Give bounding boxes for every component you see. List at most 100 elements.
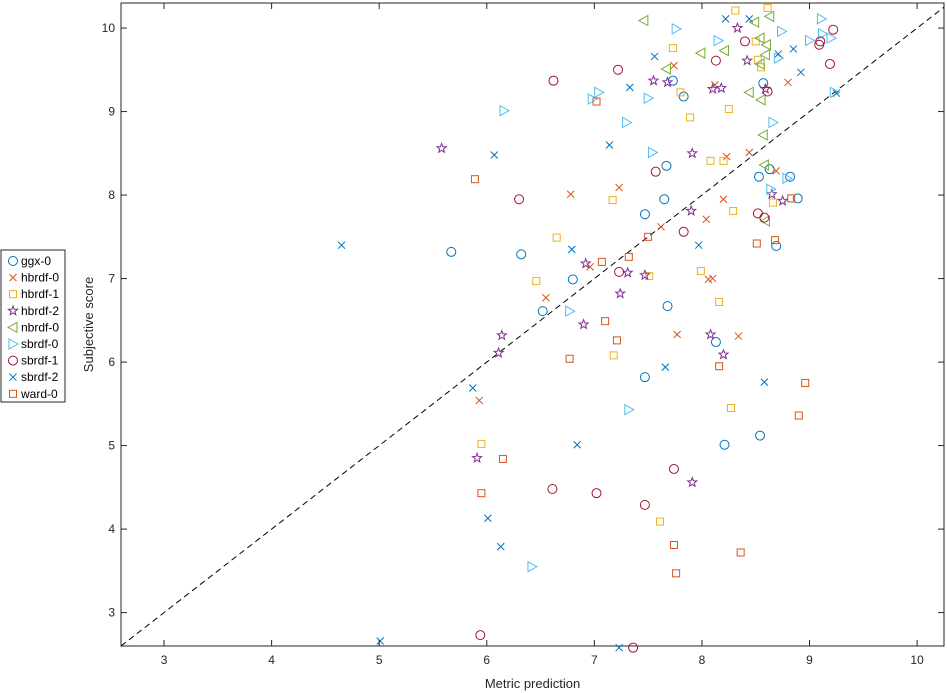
legend-marker-hbrdf-0 xyxy=(9,273,17,282)
data-point-ward-0 xyxy=(612,336,621,345)
legend-marker-ward-0 xyxy=(9,389,17,398)
data-point-ward-0 xyxy=(624,252,633,261)
data-point-hbrdf-1 xyxy=(706,156,715,165)
data-point-sbrdf-2 xyxy=(490,151,499,159)
data-point-sbrdf-0 xyxy=(647,146,659,159)
data-point-hbrdf-2 xyxy=(731,21,744,34)
data-point-sbrdf-1 xyxy=(828,24,839,35)
y-tick-label: 3 xyxy=(108,606,115,620)
legend-label: hbrdf-1 xyxy=(21,287,59,301)
x-tick-label: 6 xyxy=(483,653,490,667)
data-point-hbrdf-0 xyxy=(615,183,623,192)
data-point-sbrdf-2 xyxy=(832,89,841,98)
data-point-hbrdf-2 xyxy=(717,348,730,360)
legend-marker-ggx-0 xyxy=(8,256,18,266)
series-hbrdf-0 xyxy=(475,61,792,405)
data-point-sbrdf-0 xyxy=(713,34,725,47)
data-point-hbrdf-0 xyxy=(708,274,717,283)
data-point-sbrdf-0 xyxy=(768,116,779,129)
data-point-ward-0 xyxy=(597,257,606,266)
x-axis-title: Metric prediction xyxy=(485,676,580,691)
series-ward-0 xyxy=(470,97,810,578)
data-point-hbrdf-2 xyxy=(661,76,674,88)
data-point-ward-0 xyxy=(736,548,745,557)
data-point-nbrdf-0 xyxy=(758,159,769,171)
data-point-hbrdf-2 xyxy=(579,257,592,269)
data-point-sbrdf-1 xyxy=(514,194,525,205)
series-hbrdf-1 xyxy=(477,4,777,526)
data-point-sbrdf-2 xyxy=(376,637,385,645)
data-point-sbrdf-1 xyxy=(613,64,624,75)
data-point-nbrdf-0 xyxy=(637,14,649,27)
data-point-hbrdf-2 xyxy=(706,82,719,95)
legend-item-sbrdf-0: sbrdf-0 xyxy=(8,337,59,351)
data-point-ggx-0 xyxy=(639,209,650,220)
y-tick-label: 10 xyxy=(102,21,116,35)
data-point-sbrdf-0 xyxy=(826,32,838,44)
data-point-ward-0 xyxy=(477,489,486,498)
data-point-hbrdf-0 xyxy=(722,152,731,161)
data-point-sbrdf-1 xyxy=(739,36,750,47)
data-point-hbrdf-1 xyxy=(757,63,766,72)
data-point-sbrdf-0 xyxy=(817,28,829,40)
data-point-ward-0 xyxy=(715,362,724,371)
data-point-hbrdf-1 xyxy=(532,277,541,286)
data-point-sbrdf-0 xyxy=(643,92,655,105)
data-point-hbrdf-1 xyxy=(645,272,654,281)
data-point-ward-0 xyxy=(672,569,681,578)
data-point-sbrdf-1 xyxy=(762,86,773,97)
data-point-hbrdf-2 xyxy=(685,204,698,216)
series-sbrdf-0 xyxy=(499,13,841,573)
data-point-hbrdf-1 xyxy=(696,267,705,276)
legend-marker-sbrdf-2 xyxy=(9,373,17,382)
data-point-sbrdf-2 xyxy=(484,514,492,523)
legend-label: nbrdf-0 xyxy=(21,320,59,334)
legend-item-nbrdf-0: nbrdf-0 xyxy=(6,320,59,334)
data-point-hbrdf-1 xyxy=(731,6,740,15)
data-point-sbrdf-2 xyxy=(789,45,798,53)
x-tick-label: 3 xyxy=(161,653,168,667)
data-point-nbrdf-0 xyxy=(760,38,771,51)
data-point-hbrdf-2 xyxy=(638,268,651,281)
data-point-nbrdf-0 xyxy=(660,63,671,75)
data-point-ggx-0 xyxy=(567,274,578,285)
series-sbrdf-1 xyxy=(475,24,839,653)
data-point-ggx-0 xyxy=(785,171,796,182)
y-tick-label: 4 xyxy=(108,522,115,536)
data-point-sbrdf-2 xyxy=(567,245,576,254)
y-tick-label: 9 xyxy=(108,105,115,119)
data-point-sbrdf-2 xyxy=(774,50,783,58)
data-point-sbrdf-1 xyxy=(628,642,639,653)
series-sbrdf-2 xyxy=(337,15,841,652)
data-point-sbrdf-2 xyxy=(694,241,703,250)
data-point-hbrdf-1 xyxy=(477,439,486,448)
data-point-sbrdf-1 xyxy=(548,75,559,86)
data-point-nbrdf-0 xyxy=(743,86,754,99)
data-point-hbrdf-2 xyxy=(471,451,484,464)
legend-marker-nbrdf-0 xyxy=(6,321,18,334)
data-point-sbrdf-2 xyxy=(760,378,769,386)
data-point-hbrdf-1 xyxy=(753,55,762,64)
data-point-ward-0 xyxy=(565,354,574,363)
reference-line-y-equals-x xyxy=(120,6,945,647)
data-point-hbrdf-0 xyxy=(784,78,792,87)
data-point-sbrdf-0 xyxy=(624,403,635,416)
data-point-sbrdf-1 xyxy=(815,36,826,47)
data-point-hbrdf-2 xyxy=(614,287,627,299)
data-point-hbrdf-1 xyxy=(715,297,724,306)
data-point-sbrdf-1 xyxy=(678,226,689,237)
data-point-hbrdf-1 xyxy=(719,156,728,165)
data-point-hbrdf-0 xyxy=(566,190,575,199)
data-point-ward-0 xyxy=(794,411,803,420)
data-point-sbrdf-2 xyxy=(615,643,623,652)
data-point-ward-0 xyxy=(752,239,761,248)
data-point-ward-0 xyxy=(669,540,678,549)
data-point-sbrdf-0 xyxy=(816,13,828,25)
legend-item-sbrdf-2: sbrdf-2 xyxy=(9,370,59,384)
data-point-sbrdf-1 xyxy=(759,212,770,223)
data-point-sbrdf-1 xyxy=(824,58,835,69)
legend-label: sbrdf-1 xyxy=(21,354,59,368)
data-point-ggx-0 xyxy=(661,160,672,171)
data-point-sbrdf-0 xyxy=(671,23,683,35)
x-tick-label: 4 xyxy=(268,653,275,667)
